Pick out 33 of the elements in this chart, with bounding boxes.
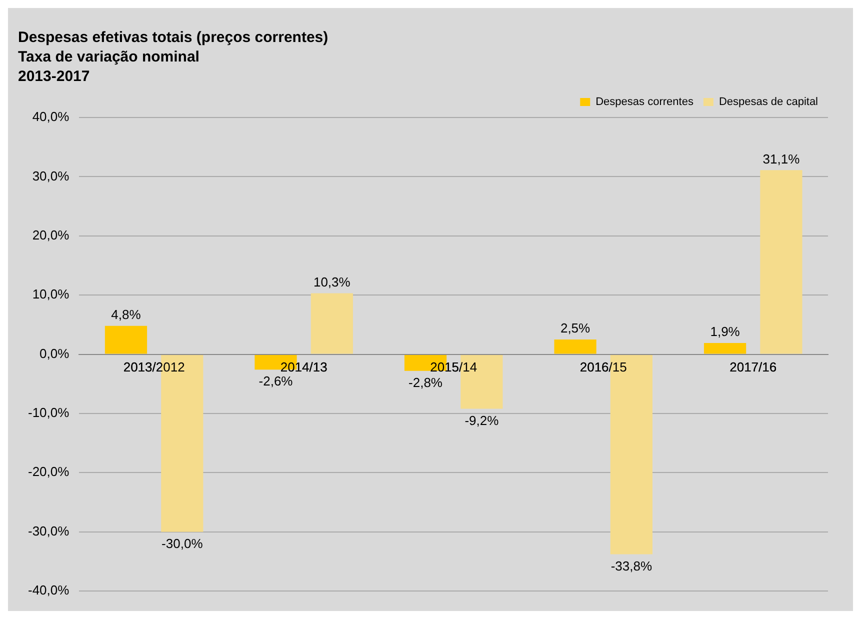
legend-label: Despesas de capital <box>718 96 818 108</box>
y-tick-label: -40,0% <box>28 582 70 598</box>
x-tick-label: 2017/16 <box>730 360 777 375</box>
data-label: -33,8% <box>610 558 652 574</box>
data-label: -9,2% <box>464 412 500 428</box>
data-label: 10,3% <box>313 274 351 290</box>
text: 2013-2017 <box>18 68 90 85</box>
x-tick-label: 2014/13 <box>280 360 328 375</box>
bar <box>104 326 148 354</box>
data-label: 31,1% <box>762 151 800 166</box>
data-label: 1,9% <box>710 324 740 340</box>
data-label: 2,5% <box>560 320 591 336</box>
bar <box>760 170 802 354</box>
data-label: -2,6% <box>258 374 294 389</box>
y-tick-label: 0,0% <box>40 346 70 361</box>
x-tick-label: 2016/15 <box>580 360 627 375</box>
y-tick-label: -10,0% <box>28 405 70 420</box>
y-tick-label: 10,0% <box>32 286 70 302</box>
data-label: 4,8% <box>111 306 142 322</box>
legend-label: Despesas correntes <box>596 96 694 108</box>
chart-subtitle: Taxa de variação nominal <box>18 48 200 66</box>
y-tick-label: -30,0% <box>28 523 70 538</box>
bar <box>310 293 353 354</box>
bar <box>704 343 746 354</box>
y-tick-label: 40,0% <box>32 109 70 124</box>
x-tick-label: 2013/2012 <box>123 360 185 375</box>
bar <box>554 339 596 354</box>
y-tick-label: 30,0% <box>32 168 70 184</box>
y-tick-label: 20,0% <box>32 227 70 242</box>
y-tick-label: -20,0% <box>28 464 70 480</box>
chart-title: Despesas efetivas totais (preços correntes) <box>18 28 328 46</box>
data-label: -2,8% <box>408 374 443 390</box>
data-label: -30,0% <box>162 536 204 551</box>
